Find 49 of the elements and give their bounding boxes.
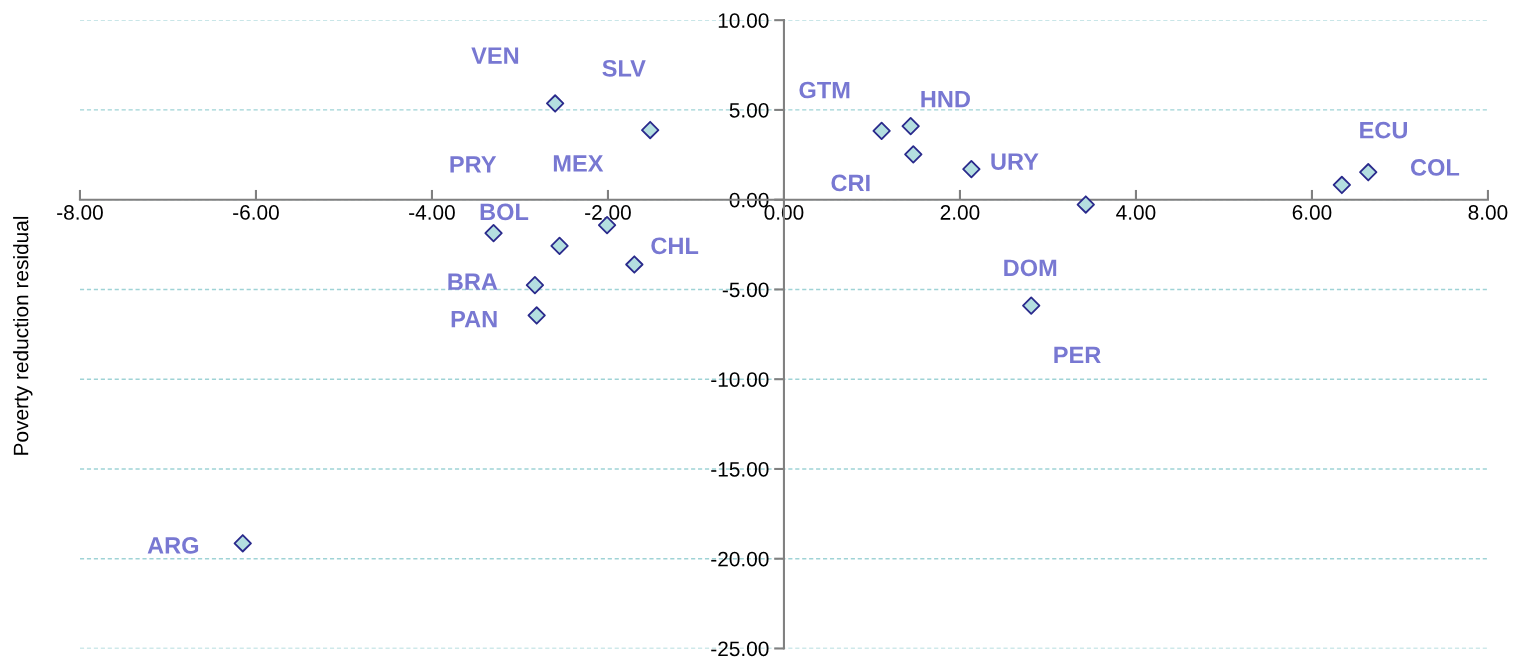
point <box>484 223 503 243</box>
point <box>1076 195 1095 214</box>
point <box>872 121 891 141</box>
x-tick-label: -2.00 <box>585 205 631 220</box>
point <box>1359 163 1378 182</box>
x-tick-label: -8.00 <box>57 205 103 220</box>
x-tick-label: 6.00 <box>1292 205 1332 220</box>
y-tick-label: -5.00 <box>722 282 769 298</box>
point <box>962 160 981 179</box>
annotation: CHL <box>651 237 699 255</box>
annotation: DOM <box>1004 259 1057 277</box>
annotation: BOL <box>480 203 529 221</box>
x-tick-label: 4.00 <box>1116 205 1156 220</box>
y-tick-label: -20.00 <box>711 551 769 567</box>
y-tick-label: 10.00 <box>718 13 769 28</box>
point <box>525 276 545 295</box>
annotation: PRY <box>450 156 497 173</box>
annotation: PAN <box>451 310 497 328</box>
x-tick-label: -4.00 <box>409 205 455 220</box>
annotation: GTM <box>799 81 850 99</box>
annotation: MEX <box>553 155 604 172</box>
annotation: VEN <box>471 47 519 64</box>
point <box>1332 175 1351 195</box>
y-tick-label: 5.00 <box>729 102 769 118</box>
annotation: URY <box>991 153 1039 170</box>
annotation: BRA <box>448 273 498 290</box>
point <box>904 145 923 164</box>
y-axis-title: Poverty reduction residual <box>13 216 33 455</box>
y-tick-label: -25.00 <box>711 641 769 657</box>
annotation: HND <box>921 90 970 108</box>
x-tick-label: 2.00 <box>940 205 980 220</box>
annotation: COL <box>1410 159 1460 176</box>
point <box>641 120 660 140</box>
annotation: CRI <box>831 174 870 192</box>
point <box>233 534 252 553</box>
point <box>546 94 565 113</box>
x-tick-label: 8.00 <box>1468 205 1508 220</box>
y-tick-label: -10.00 <box>711 372 769 387</box>
annotation: ECU <box>1360 121 1407 139</box>
y-tick-label: -15.00 <box>711 461 769 477</box>
annotation: ARG <box>147 537 199 554</box>
point <box>550 236 569 255</box>
annotation: SLV <box>602 59 646 77</box>
point <box>625 255 644 274</box>
annotation: PER <box>1054 346 1101 364</box>
point <box>1022 296 1041 315</box>
point <box>527 306 546 325</box>
point <box>901 116 920 136</box>
x-tick-label: -6.00 <box>233 205 279 220</box>
